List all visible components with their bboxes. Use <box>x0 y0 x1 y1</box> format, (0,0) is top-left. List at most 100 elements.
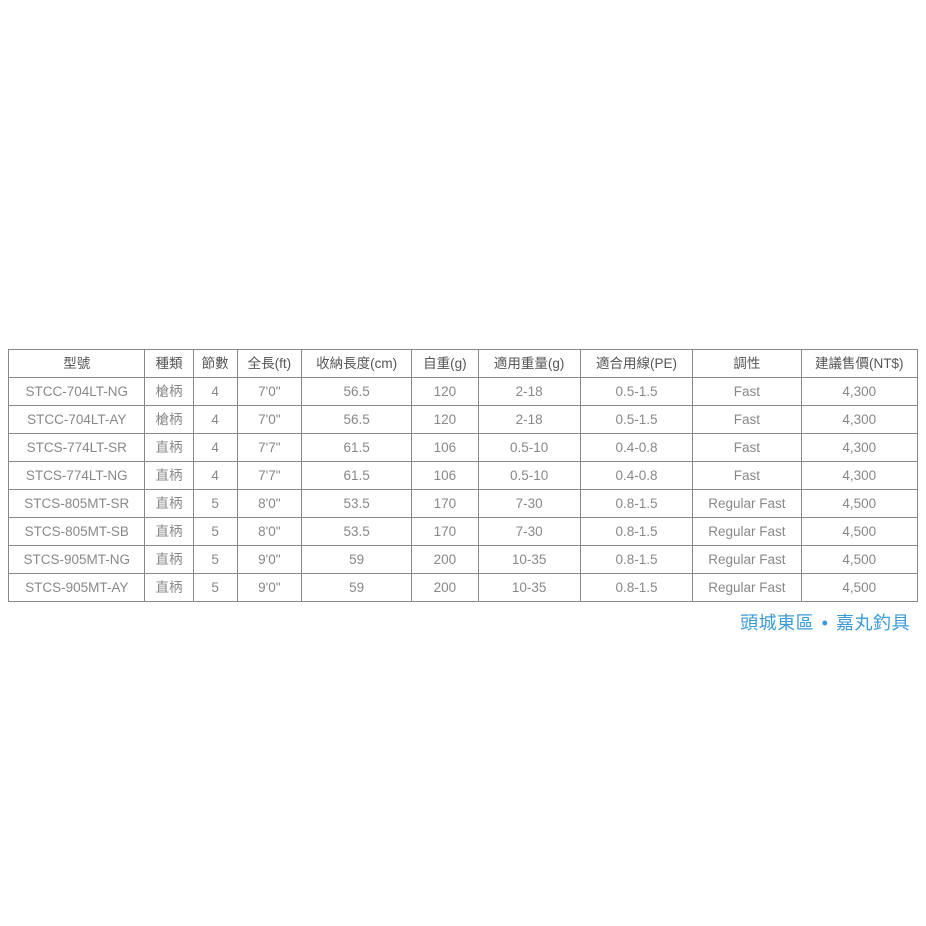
table-cell: Fast <box>693 378 801 406</box>
table-cell: 61.5 <box>301 462 411 490</box>
table-cell: 106 <box>412 434 478 462</box>
table-cell: 0.4-0.8 <box>580 434 692 462</box>
table-cell: 10-35 <box>478 546 580 574</box>
table-cell: 0.8-1.5 <box>580 546 692 574</box>
table-cell: 8'0" <box>237 490 301 518</box>
table-cell: 槍柄 <box>145 378 193 406</box>
spec-table: 型號種類節數全長(ft)收納長度(cm)自重(g)適用重量(g)適合用線(PE)… <box>8 349 918 602</box>
table-row: STCS-905MT-NG直柄59'0"5920010-350.8-1.5Reg… <box>9 546 918 574</box>
table-cell: 0.5-10 <box>478 462 580 490</box>
table-cell: 直柄 <box>145 434 193 462</box>
table-cell: 4,300 <box>801 406 917 434</box>
table-row: STCS-805MT-SB直柄58'0"53.51707-300.8-1.5Re… <box>9 518 918 546</box>
table-cell: 4,500 <box>801 546 917 574</box>
table-cell: 0.4-0.8 <box>580 462 692 490</box>
table-cell: 120 <box>412 406 478 434</box>
table-cell: Regular Fast <box>693 518 801 546</box>
table-cell: 7'0" <box>237 378 301 406</box>
table-row: STCS-774LT-SR直柄47'7"61.51060.5-100.4-0.8… <box>9 434 918 462</box>
table-cell: 170 <box>412 490 478 518</box>
table-cell: 10-35 <box>478 574 580 602</box>
table-cell: 53.5 <box>301 518 411 546</box>
table-row: STCS-805MT-SR直柄58'0"53.51707-300.8-1.5Re… <box>9 490 918 518</box>
table-row: STCS-905MT-AY直柄59'0"5920010-350.8-1.5Reg… <box>9 574 918 602</box>
table-body: STCC-704LT-NG槍柄47'0"56.51202-180.5-1.5Fa… <box>9 378 918 602</box>
page: 型號種類節數全長(ft)收納長度(cm)自重(g)適用重量(g)適合用線(PE)… <box>0 0 926 926</box>
table-cell: 0.5-1.5 <box>580 406 692 434</box>
table-cell: STCS-774LT-SR <box>9 434 145 462</box>
table-cell: 170 <box>412 518 478 546</box>
table-cell: 59 <box>301 574 411 602</box>
column-header: 建議售價(NT$) <box>801 350 917 378</box>
table-cell: 5 <box>193 574 237 602</box>
column-header: 適合用線(PE) <box>580 350 692 378</box>
table-cell: 56.5 <box>301 378 411 406</box>
table-cell: 0.5-1.5 <box>580 378 692 406</box>
table-cell: 0.8-1.5 <box>580 574 692 602</box>
column-header: 全長(ft) <box>237 350 301 378</box>
table-row: STCS-774LT-NG直柄47'7"61.51060.5-100.4-0.8… <box>9 462 918 490</box>
table-cell: Fast <box>693 434 801 462</box>
table-cell: Regular Fast <box>693 490 801 518</box>
table-header-row: 型號種類節數全長(ft)收納長度(cm)自重(g)適用重量(g)適合用線(PE)… <box>9 350 918 378</box>
table-cell: 7'7" <box>237 434 301 462</box>
table-cell: 4 <box>193 378 237 406</box>
table-cell: 0.8-1.5 <box>580 518 692 546</box>
table-cell: 9'0" <box>237 546 301 574</box>
table-cell: 4 <box>193 406 237 434</box>
watermark-dot: • <box>822 613 829 633</box>
column-header: 節數 <box>193 350 237 378</box>
column-header: 種類 <box>145 350 193 378</box>
watermark: 頭城東區 • 嘉丸釣具 <box>740 609 910 635</box>
table-cell: 4,300 <box>801 462 917 490</box>
table-cell: STCS-905MT-NG <box>9 546 145 574</box>
column-header: 適用重量(g) <box>478 350 580 378</box>
table-cell: 直柄 <box>145 490 193 518</box>
table-cell: STCC-704LT-AY <box>9 406 145 434</box>
table-cell: Regular Fast <box>693 574 801 602</box>
column-header: 調性 <box>693 350 801 378</box>
table-cell: STCC-704LT-NG <box>9 378 145 406</box>
table-cell: 4 <box>193 434 237 462</box>
table-cell: 4 <box>193 462 237 490</box>
table-cell: 5 <box>193 546 237 574</box>
table-cell: 0.8-1.5 <box>580 490 692 518</box>
table-cell: 0.5-10 <box>478 434 580 462</box>
table-cell: 5 <box>193 490 237 518</box>
table-cell: 120 <box>412 378 478 406</box>
table-cell: 2-18 <box>478 378 580 406</box>
table-cell: 直柄 <box>145 518 193 546</box>
table-cell: 4,300 <box>801 434 917 462</box>
table-cell: 8'0" <box>237 518 301 546</box>
table-cell: STCS-905MT-AY <box>9 574 145 602</box>
table-row: STCC-704LT-NG槍柄47'0"56.51202-180.5-1.5Fa… <box>9 378 918 406</box>
table-cell: STCS-805MT-SR <box>9 490 145 518</box>
table-cell: 槍柄 <box>145 406 193 434</box>
table-cell: 7-30 <box>478 490 580 518</box>
table-cell: 4,500 <box>801 574 917 602</box>
table-cell: 53.5 <box>301 490 411 518</box>
table-cell: 2-18 <box>478 406 580 434</box>
table-cell: STCS-805MT-SB <box>9 518 145 546</box>
table-cell: STCS-774LT-NG <box>9 462 145 490</box>
table-cell: 4,300 <box>801 378 917 406</box>
table-cell: 9'0" <box>237 574 301 602</box>
table-cell: Fast <box>693 462 801 490</box>
table-cell: 106 <box>412 462 478 490</box>
table-cell: 直柄 <box>145 546 193 574</box>
column-header: 自重(g) <box>412 350 478 378</box>
table-cell: Fast <box>693 406 801 434</box>
table-cell: 5 <box>193 518 237 546</box>
table-cell: 4,500 <box>801 518 917 546</box>
table-cell: 直柄 <box>145 462 193 490</box>
table-cell: 56.5 <box>301 406 411 434</box>
table-cell: 7'7" <box>237 462 301 490</box>
column-header: 收納長度(cm) <box>301 350 411 378</box>
table-cell: 7-30 <box>478 518 580 546</box>
table-cell: 4,500 <box>801 490 917 518</box>
column-header: 型號 <box>9 350 145 378</box>
table-cell: Regular Fast <box>693 546 801 574</box>
spec-table-container: 型號種類節數全長(ft)收納長度(cm)自重(g)適用重量(g)適合用線(PE)… <box>8 349 918 602</box>
table-cell: 59 <box>301 546 411 574</box>
table-cell: 直柄 <box>145 574 193 602</box>
